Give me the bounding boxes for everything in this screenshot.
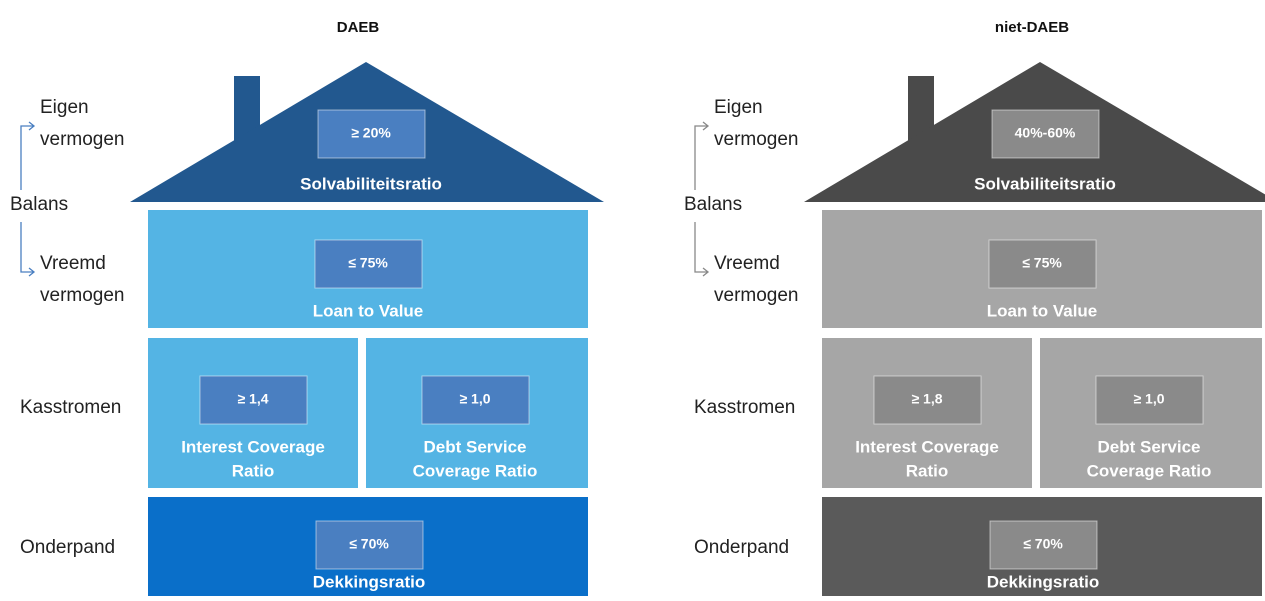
label: Interest Coverage (855, 437, 999, 456)
label: Debt Service (424, 437, 527, 456)
value: ≥ 1,4 (237, 391, 268, 407)
bracket-arrow (20, 222, 36, 277)
value-box (988, 239, 1097, 289)
value-box (199, 375, 308, 425)
side-label: Balans (10, 194, 68, 215)
value: ≥ 1,0 (459, 391, 490, 407)
side-label: Kasstromen (20, 397, 121, 418)
bracket-arrow (20, 121, 36, 190)
side-label: Vreemd (714, 253, 780, 274)
value: ≤ 70% (349, 536, 389, 552)
label: Interest Coverage (181, 437, 325, 456)
label: Coverage Ratio (1087, 461, 1212, 480)
value: ≥ 20% (351, 125, 391, 141)
label: Coverage Ratio (413, 461, 538, 480)
side-label: Vreemd (40, 253, 106, 274)
label: Loan to Value (313, 301, 424, 320)
house-title: niet-DAEB (995, 19, 1069, 36)
bracket-arrow (694, 222, 710, 277)
value-box (989, 520, 1098, 570)
side-label: Onderpand (20, 537, 115, 558)
value-box (314, 239, 423, 289)
value: ≤ 70% (1023, 536, 1063, 552)
side-label: vermogen (714, 285, 799, 306)
value-box (873, 375, 982, 425)
label: Ratio (906, 461, 949, 480)
side-label: vermogen (714, 129, 799, 150)
side-label: vermogen (40, 129, 125, 150)
label: Ratio (232, 461, 275, 480)
side-label: Eigen (40, 97, 89, 118)
side-label: Kasstromen (694, 397, 795, 418)
side-label: Balans (684, 194, 742, 215)
label: Dekkingsratio (313, 572, 425, 591)
label: Solvabiliteitsratio (974, 174, 1116, 193)
side-label: Onderpand (694, 537, 789, 558)
value-box (991, 109, 1100, 159)
value-box (421, 375, 530, 425)
value: ≥ 1,8 (911, 391, 942, 407)
label: Loan to Value (987, 301, 1098, 320)
side-label: Eigen (714, 97, 763, 118)
value: ≤ 75% (1022, 255, 1062, 271)
value: 40%-60% (1015, 125, 1076, 141)
value-box (315, 520, 424, 570)
side-label: vermogen (40, 285, 125, 306)
value: ≤ 75% (348, 255, 388, 271)
value-box (1095, 375, 1204, 425)
value: ≥ 1,0 (1133, 391, 1164, 407)
house-title: DAEB (337, 19, 380, 36)
value-box (317, 109, 426, 159)
bracket-arrow (694, 121, 710, 190)
label: Dekkingsratio (987, 572, 1099, 591)
label: Solvabiliteitsratio (300, 174, 442, 193)
label: Debt Service (1098, 437, 1201, 456)
